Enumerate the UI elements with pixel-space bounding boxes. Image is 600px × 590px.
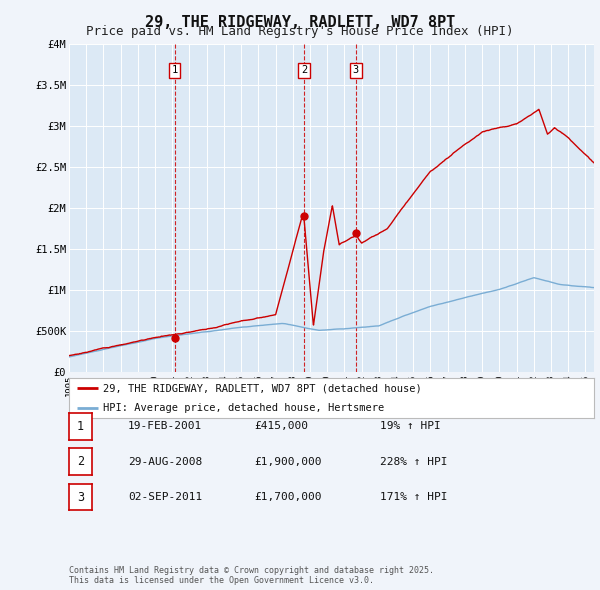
Text: Price paid vs. HM Land Registry's House Price Index (HPI): Price paid vs. HM Land Registry's House … xyxy=(86,25,514,38)
Text: 171% ↑ HPI: 171% ↑ HPI xyxy=(380,492,448,502)
Text: 1: 1 xyxy=(172,65,178,76)
Text: £1,700,000: £1,700,000 xyxy=(254,492,322,502)
Text: £1,900,000: £1,900,000 xyxy=(254,457,322,467)
Text: 3: 3 xyxy=(353,65,359,76)
Text: 29, THE RIDGEWAY, RADLETT, WD7 8PT (detached house): 29, THE RIDGEWAY, RADLETT, WD7 8PT (deta… xyxy=(103,384,422,394)
Text: Contains HM Land Registry data © Crown copyright and database right 2025.
This d: Contains HM Land Registry data © Crown c… xyxy=(69,566,434,585)
Text: 3: 3 xyxy=(77,490,84,504)
Text: 19-FEB-2001: 19-FEB-2001 xyxy=(128,421,202,431)
Text: 1: 1 xyxy=(77,419,84,433)
Text: 29-AUG-2008: 29-AUG-2008 xyxy=(128,457,202,467)
Text: 02-SEP-2011: 02-SEP-2011 xyxy=(128,492,202,502)
Text: 228% ↑ HPI: 228% ↑ HPI xyxy=(380,457,448,467)
Text: 19% ↑ HPI: 19% ↑ HPI xyxy=(380,421,440,431)
Text: £415,000: £415,000 xyxy=(254,421,308,431)
Text: 29, THE RIDGEWAY, RADLETT, WD7 8PT: 29, THE RIDGEWAY, RADLETT, WD7 8PT xyxy=(145,15,455,30)
Text: HPI: Average price, detached house, Hertsmere: HPI: Average price, detached house, Hert… xyxy=(103,403,385,412)
Text: 2: 2 xyxy=(301,65,307,76)
Text: 2: 2 xyxy=(77,455,84,468)
